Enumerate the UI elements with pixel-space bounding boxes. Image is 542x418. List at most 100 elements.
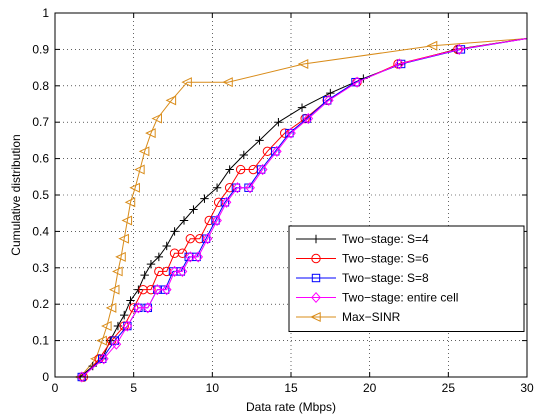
data-point <box>120 310 129 320</box>
data-point <box>323 94 334 106</box>
data-point <box>297 58 309 69</box>
legend-marker <box>311 253 321 264</box>
data-point <box>113 321 123 331</box>
data-point <box>154 252 164 262</box>
data-point <box>76 371 87 383</box>
data-point <box>286 127 296 139</box>
legend-label: Two−stage: S=4 <box>342 232 429 246</box>
y-tick-label: 0.9 <box>32 42 49 56</box>
data-point <box>138 146 150 157</box>
x-tick-label: 25 <box>442 381 456 395</box>
y-tick-label: 1 <box>42 6 49 20</box>
series-line <box>79 38 528 378</box>
data-point <box>255 136 264 145</box>
x-tick-label: 15 <box>284 381 298 395</box>
legend-marker <box>310 312 321 322</box>
data-point <box>115 251 126 262</box>
data-point <box>185 251 196 263</box>
series-4 <box>74 38 528 382</box>
axis-ticks: 0 5 10 15 20 25 30 0 0.1 0.2 0.3 0.4 0.5 0.6 0.7 0.8 0.9… <box>32 6 534 395</box>
y-tick-label: 0.5 <box>32 188 49 202</box>
data-point <box>118 233 129 244</box>
y-tick-label: 0 <box>42 370 49 384</box>
data-point <box>202 233 213 245</box>
y-axis-label: Cumulative distribution <box>9 134 23 255</box>
data-point <box>112 266 123 277</box>
data-point <box>146 284 156 295</box>
legend-entry: Two−stage: S=6 <box>296 252 429 266</box>
data-point <box>142 302 153 314</box>
data-point <box>212 183 222 192</box>
data-point <box>274 118 283 127</box>
data-point <box>239 150 248 160</box>
legend-entry: Two−stage: S=4 <box>296 232 429 246</box>
y-tick-label: 0.4 <box>32 224 49 238</box>
y-tick-label: 0.6 <box>32 152 49 166</box>
data-point <box>193 251 204 263</box>
data-point <box>454 43 465 55</box>
data-point <box>200 194 209 203</box>
data-point <box>169 248 180 258</box>
data-point <box>326 88 335 98</box>
data-point <box>177 265 188 277</box>
x-tick-label: 10 <box>206 381 220 395</box>
data-point <box>297 103 307 112</box>
legend-label: Two−stage: S=8 <box>342 271 429 285</box>
data-point <box>129 182 140 193</box>
series-line <box>81 38 528 378</box>
data-point <box>154 266 164 277</box>
legend-marker <box>311 291 321 304</box>
series-layer <box>74 38 528 383</box>
series-3 <box>76 38 528 383</box>
data-point <box>126 296 135 305</box>
x-tick-label: 30 <box>520 381 534 395</box>
data-point <box>245 182 255 194</box>
data-point <box>140 270 149 280</box>
data-point <box>111 338 122 350</box>
data-point <box>151 113 162 124</box>
data-point <box>105 302 117 313</box>
data-point <box>189 205 198 214</box>
legend-marker <box>311 273 321 283</box>
data-point <box>161 284 172 296</box>
data-point <box>181 77 192 88</box>
legend-box <box>288 225 525 332</box>
data-point <box>124 197 136 208</box>
legend: Two−stage: S=4 Two−stage: S=6 Two−stage: S… <box>288 225 525 332</box>
data-point <box>122 320 133 332</box>
y-tick-label: 0.8 <box>32 79 49 93</box>
data-point <box>134 285 143 294</box>
data-point <box>152 284 163 296</box>
data-point <box>145 128 156 139</box>
x-tick-label: 0 <box>52 381 59 395</box>
data-point <box>222 77 233 88</box>
data-point <box>271 145 282 157</box>
data-point <box>257 163 268 176</box>
data-point <box>225 165 234 174</box>
data-point <box>185 233 196 244</box>
data-point <box>352 76 362 88</box>
y-tick-label: 0.1 <box>32 334 49 348</box>
data-point <box>169 265 180 277</box>
data-point <box>98 353 109 365</box>
data-point <box>138 284 148 295</box>
legend-label: Two−stage: S=6 <box>342 252 429 266</box>
data-point <box>303 113 314 125</box>
data-point <box>394 58 405 70</box>
y-tick-label: 0.2 <box>32 297 49 311</box>
data-point <box>426 40 438 51</box>
legend-marker <box>311 234 321 244</box>
data-point <box>101 321 112 332</box>
legend-entry: Two−stage: S=8 <box>296 271 429 285</box>
data-point <box>235 164 246 175</box>
data-point <box>162 241 171 251</box>
data-point <box>212 214 222 227</box>
legend-label: Max−SINR <box>342 310 401 324</box>
data-point <box>179 216 189 225</box>
data-point <box>146 259 156 269</box>
data-point <box>221 196 232 208</box>
x-axis-label: Data rate (Mbps) <box>246 400 336 414</box>
legend-label: Two−stage: entire cell <box>342 291 458 305</box>
data-point <box>121 215 133 226</box>
